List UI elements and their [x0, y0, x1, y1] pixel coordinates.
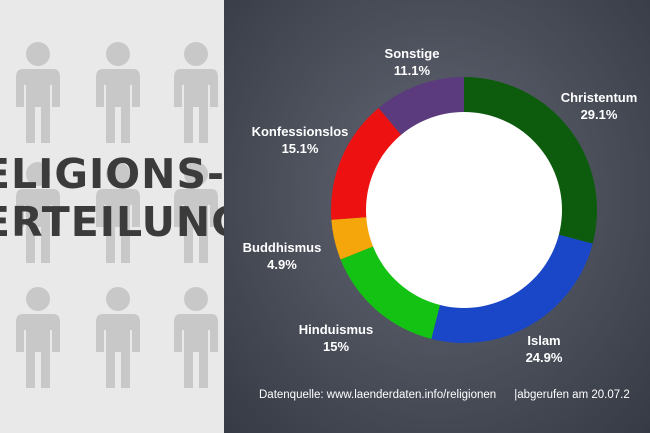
slice-label-konfessionslos: Konfessionslos 15.1% [252, 124, 349, 156]
retrieved-text: abgerufen am 20.07.2 [517, 389, 630, 401]
person-icon [16, 42, 60, 143]
person-icon [174, 42, 218, 143]
donut-chart: Christentum 29.1% Islam 24.9% Hinduismus 15% B… [243, 46, 638, 365]
donut-hole [366, 112, 562, 308]
person-icon [96, 42, 140, 143]
source-text: Datenquelle: www.laenderdaten.info/relig… [259, 389, 497, 401]
person-icon [16, 287, 60, 388]
person-icon [96, 287, 140, 388]
title-line-1: ELIGIONS- [0, 150, 224, 198]
slice-label-sonstige: Sonstige 11.1% [385, 46, 440, 78]
source-footer: Datenquelle: www.laenderdaten.info/relig… [259, 389, 630, 401]
slice-label-islam: Islam 24.9% [526, 333, 563, 365]
footer-separator: | [514, 389, 518, 401]
title-line-2: ERTEILUNG [0, 198, 224, 246]
slice-label-buddhismus: Buddhismus 4.9% [243, 240, 322, 272]
slice-label-hinduismus: Hinduismus 15% [299, 322, 373, 354]
chart-panel: Christentum 29.1% Islam 24.9% Hinduismus 15% B… [224, 0, 650, 433]
page-title: ELIGIONS- ERTEILUNG [0, 150, 224, 246]
title-panel: ELIGIONS- ERTEILUNG [0, 0, 224, 433]
person-icon [174, 287, 218, 388]
slice-label-christentum: Christentum 29.1% [561, 90, 638, 122]
